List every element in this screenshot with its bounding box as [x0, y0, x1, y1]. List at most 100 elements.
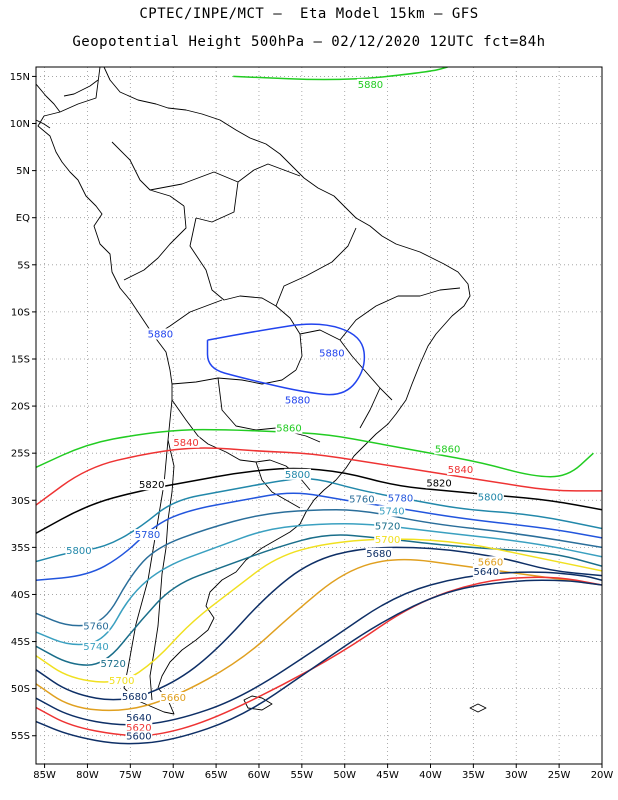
lat-tick-label: EQ — [16, 213, 30, 224]
contour-label-bg — [374, 520, 402, 532]
lon-tick-label: 35W — [462, 770, 485, 781]
lon-tick-label: 85W — [33, 770, 56, 781]
lon-tick-label: 40W — [419, 770, 442, 781]
contour-label-5820: 5820 — [426, 478, 451, 489]
lat-tick-label: 15N — [10, 72, 30, 83]
lat-tick-label: 5N — [16, 166, 30, 177]
contour-label-bg — [387, 492, 414, 504]
contour-label-5840: 5840 — [173, 438, 198, 449]
contour-label-bg — [138, 479, 166, 491]
contour-label-5800: 5800 — [66, 546, 91, 557]
contour-label-5880: 5880 — [285, 395, 310, 406]
contour-label-bg — [159, 692, 187, 704]
lat-tick-label: 10S — [11, 307, 30, 318]
contour-line-5600 — [36, 579, 602, 745]
falkland-islands — [243, 695, 273, 711]
map-title-line1: CPTEC/INPE/MCT – Eta Model 15km – GFS — [139, 6, 479, 22]
lat-tick-label: 10N — [10, 119, 30, 130]
lon-tick-label: 45W — [376, 770, 399, 781]
contour-label-5880: 5880 — [319, 348, 344, 359]
contour-label-5800: 5800 — [285, 470, 310, 481]
contour-labels: 5880 5880 5880 5880 5860 5860 5840 5840 5820 5820… — [65, 78, 504, 743]
lat-tick-label: 15S — [11, 354, 30, 365]
contour-label-bg — [477, 556, 504, 568]
contour-label-5680: 5680 — [366, 549, 391, 560]
lon-tick-label: 65W — [205, 770, 228, 781]
lon-tick-label: 70W — [162, 770, 185, 781]
contour-line-5680 — [36, 546, 602, 701]
contour-line-5620 — [36, 576, 602, 737]
contour-label-bg — [318, 347, 346, 359]
lon-tick-label: 55W — [291, 770, 314, 781]
contour-label-bg — [472, 565, 500, 577]
contour-label-bg — [365, 547, 393, 559]
contour-label-5880: 5880 — [148, 329, 173, 340]
country-borders — [36, 67, 487, 715]
contour-label-bg — [82, 620, 110, 632]
lat-tick-label: 5S — [17, 260, 30, 271]
contour-label-bg — [121, 691, 149, 703]
lat-tick-label: 50S — [11, 684, 30, 695]
contour-line-5640 — [36, 571, 602, 726]
contour-label-bg — [82, 641, 110, 653]
lon-tick-label: 50W — [333, 770, 356, 781]
contour-label-5880: 5880 — [358, 80, 383, 91]
contour-line-5720 — [36, 534, 602, 666]
contour-line-5880 — [206, 323, 366, 396]
contour-label-bg — [275, 422, 303, 434]
contour-label-5800: 5800 — [478, 492, 503, 503]
lat-tick-label: 55S — [11, 731, 30, 742]
contour-label-bg — [125, 730, 153, 742]
contour-label-5780: 5780 — [135, 530, 160, 541]
lat-tick-label: 30S — [11, 496, 30, 507]
contour-label-bg — [374, 533, 402, 545]
south-georgia — [469, 703, 487, 713]
lon-tick-label: 25W — [548, 770, 571, 781]
map-title-line2: Geopotential Height 500hPa – 02/12/2020 … — [72, 34, 546, 50]
central-america-coastline — [36, 79, 99, 129]
lon-tick-label: 80W — [76, 770, 99, 781]
contour-label-5820: 5820 — [139, 480, 164, 491]
lat-tick-label: 40S — [11, 590, 30, 601]
contour-line-5840 — [36, 447, 602, 506]
contour-line-5660 — [36, 558, 602, 712]
contour-line-5880 — [233, 67, 448, 81]
contour-label-bg — [284, 468, 311, 480]
contour-label-5680: 5680 — [122, 692, 147, 703]
contour-line-5780 — [36, 492, 602, 582]
contour-label-bg — [284, 394, 311, 406]
lon-tick-label: 30W — [505, 770, 528, 781]
map-frame — [35, 66, 603, 765]
contour-label-5640: 5640 — [474, 567, 499, 578]
lon-tick-label: 60W — [248, 770, 271, 781]
axis-ticks: 85W 80W 75W 70W 65W 60W 55W 50W 45W 40W 35W 30W 25W 2… — [10, 72, 614, 781]
contour-label-bg — [357, 78, 384, 90]
contour-label-bg — [125, 711, 153, 723]
lon-tick-label: 75W — [119, 770, 142, 781]
lon-tick-label: 20W — [591, 770, 614, 781]
lat-tick-label: 45S — [11, 637, 30, 648]
lat-tick-label: 20S — [11, 402, 30, 413]
contour-label-5720: 5720 — [100, 659, 125, 670]
contour-label-5860: 5860 — [276, 424, 301, 435]
contour-label-bg — [125, 722, 153, 734]
contour-label-5660: 5660 — [478, 557, 503, 568]
contour-label-bg — [378, 505, 406, 517]
internal-borders — [111, 141, 461, 701]
contour-label-bg — [425, 477, 453, 489]
contour-label-bg — [99, 658, 127, 670]
lat-tick-label: 35S — [11, 543, 30, 554]
contour-label-bg — [477, 491, 504, 503]
south-america-coastline — [37, 67, 471, 715]
contour-label-5780: 5780 — [388, 493, 413, 504]
contour-label-5760: 5760 — [83, 621, 108, 632]
contour-label-5640: 5640 — [126, 713, 151, 724]
contour-label-bg — [108, 675, 136, 687]
lat-tick-label: 25S — [11, 449, 30, 460]
contour-label-5720: 5720 — [375, 522, 400, 533]
contour-label-5700: 5700 — [375, 535, 400, 546]
contour-label-bg — [146, 328, 174, 340]
contour-label-bg — [447, 464, 474, 476]
contour-label-5600: 5600 — [126, 732, 151, 743]
